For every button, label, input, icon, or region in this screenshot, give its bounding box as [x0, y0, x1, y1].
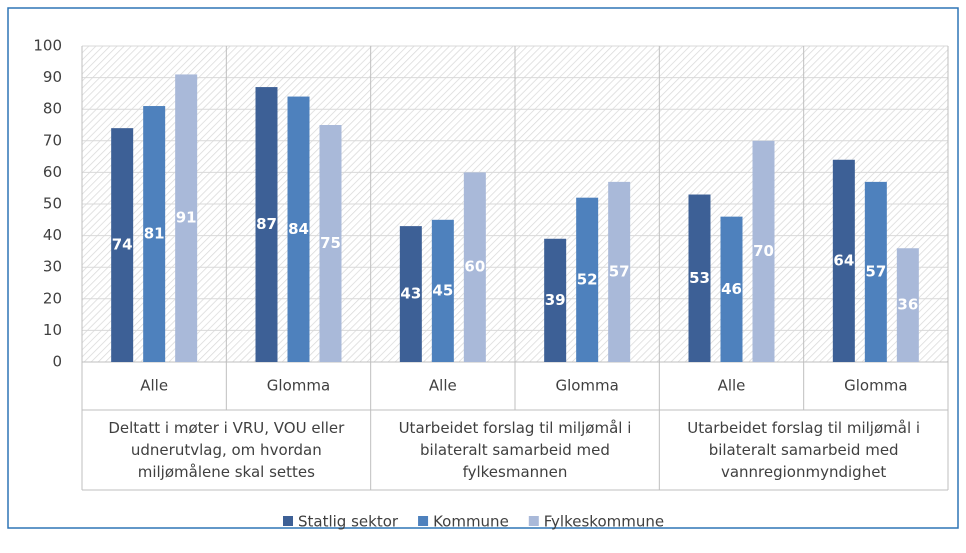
value-label: 87	[256, 215, 277, 233]
value-label: 74	[112, 236, 133, 254]
y-tick-label: 90	[43, 68, 62, 86]
y-tick-label: 80	[43, 100, 62, 118]
value-label: 36	[897, 296, 918, 314]
bar	[111, 128, 134, 362]
x-tick-label: Glomma	[555, 377, 618, 395]
bar	[752, 140, 775, 362]
bar	[287, 96, 310, 362]
value-label: 91	[176, 209, 197, 227]
y-tick-label: 10	[43, 321, 62, 339]
value-label: 64	[833, 251, 854, 269]
group-label: Utarbeidet forslag til miljømål i bilate…	[687, 419, 921, 481]
value-label: 75	[320, 234, 341, 252]
bar	[463, 172, 486, 362]
bar	[175, 74, 198, 362]
value-label: 43	[400, 285, 421, 303]
y-tick-label: 70	[43, 131, 62, 149]
bar	[896, 248, 919, 362]
y-tick-label: 40	[43, 226, 62, 244]
value-label: 84	[288, 220, 309, 238]
legend-swatch	[418, 516, 429, 526]
value-label: 52	[577, 270, 598, 288]
x-tick-label: Glomma	[844, 377, 907, 395]
value-label: 46	[721, 280, 742, 298]
x-tick-label: Glomma	[267, 377, 330, 395]
frame	[7, 7, 959, 529]
y-tick-label: 60	[43, 163, 62, 181]
bar	[431, 219, 454, 362]
bar	[399, 226, 422, 362]
bar	[544, 238, 567, 362]
bar	[576, 197, 599, 362]
value-label: 39	[545, 291, 566, 309]
legend-swatch	[528, 516, 539, 526]
value-label: 57	[609, 262, 630, 280]
x-tick-label: Alle	[429, 377, 457, 395]
legend-label: Statlig sektor	[298, 513, 399, 531]
value-label: 70	[753, 242, 774, 260]
value-label: 45	[432, 281, 453, 299]
x-tick-label: Alle	[140, 377, 168, 395]
group-label: Utarbeidet forslag til miljømål i bilate…	[398, 419, 632, 481]
bar	[319, 125, 342, 362]
bar	[864, 181, 887, 362]
bar	[832, 159, 855, 362]
y-tick-label: 100	[33, 37, 62, 55]
legend-label: Kommune	[433, 513, 509, 531]
value-label: 57	[865, 262, 886, 280]
bar	[143, 106, 166, 362]
value-label: 60	[464, 258, 485, 276]
value-label: 53	[689, 269, 710, 287]
bar	[720, 216, 743, 362]
y-tick-label: 50	[43, 195, 62, 213]
y-tick-label: 30	[43, 258, 62, 276]
y-tick-label: 0	[52, 353, 62, 371]
x-tick-label: Alle	[718, 377, 746, 395]
bar	[688, 194, 711, 362]
group-label: Deltatt i møter i VRU, VOU eller udnerut…	[108, 419, 345, 481]
legend-label: Fylkeskommune	[544, 513, 664, 531]
y-tick-label: 20	[43, 289, 62, 307]
bar	[608, 181, 631, 362]
bar	[255, 87, 278, 362]
value-label: 81	[144, 225, 165, 243]
legend-swatch	[283, 516, 293, 526]
